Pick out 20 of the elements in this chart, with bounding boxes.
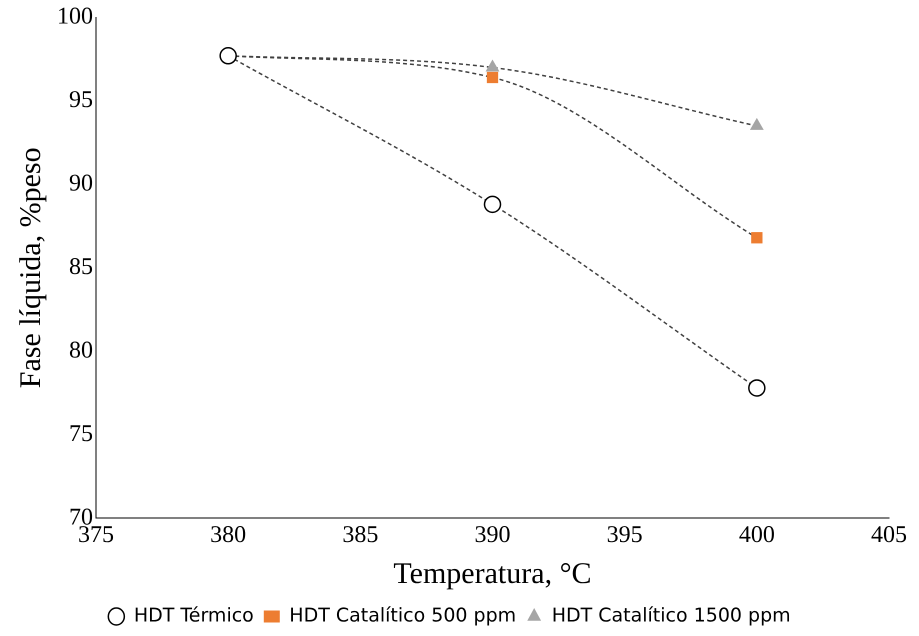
x-tick-label: 400 — [738, 522, 775, 548]
y-tick-label: 95 — [69, 87, 93, 114]
x-axis-title: Temperatura, °C — [393, 556, 592, 590]
y-tick-label: 100 — [57, 4, 93, 30]
y-tick-label: 90 — [69, 170, 93, 197]
y-axis-title: Fase líquida, %peso — [14, 147, 47, 388]
legend-label: HDT Térmico — [134, 604, 254, 626]
x-tick-label: 390 — [474, 522, 510, 548]
x-tick-label: 395 — [606, 522, 643, 548]
point — [219, 47, 237, 65]
point — [751, 232, 762, 244]
y-tick-label: 75 — [69, 421, 93, 448]
x-tick-label: 385 — [342, 522, 378, 548]
legend-label: HDT Catalítico 500 ppm — [289, 604, 516, 626]
x-tick-label: 380 — [210, 522, 246, 548]
point — [486, 72, 498, 84]
y-tick-label: 85 — [69, 254, 93, 280]
legend-label: HDT Catalítico 1500 ppm — [552, 604, 791, 626]
x-tick-label: 405 — [871, 522, 907, 548]
y-tick-label: 80 — [69, 338, 93, 364]
